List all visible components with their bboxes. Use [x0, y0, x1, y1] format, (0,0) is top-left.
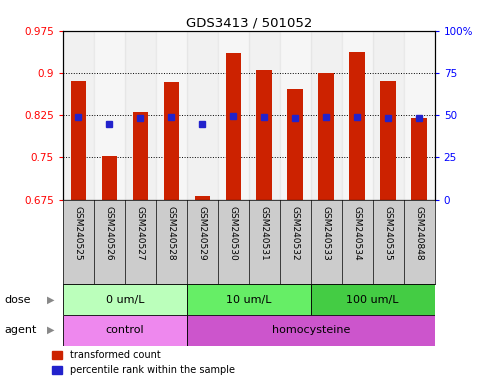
Text: GSM240535: GSM240535 — [384, 207, 393, 261]
Bar — [381, 81, 396, 200]
Text: 0 um/L: 0 um/L — [105, 295, 144, 305]
Bar — [249, 31, 280, 200]
Text: GSM240529: GSM240529 — [198, 207, 207, 261]
Text: homocysteine: homocysteine — [271, 325, 350, 335]
Text: 10 um/L: 10 um/L — [226, 295, 271, 305]
Bar — [101, 156, 117, 200]
Bar — [63, 315, 187, 346]
Text: 100 um/L: 100 um/L — [346, 295, 399, 305]
Text: GSM240534: GSM240534 — [353, 207, 362, 261]
Text: GSM240528: GSM240528 — [167, 207, 176, 261]
Text: ▶: ▶ — [47, 295, 55, 305]
Bar — [63, 284, 187, 315]
Bar — [164, 82, 179, 200]
Title: GDS3413 / 501052: GDS3413 / 501052 — [185, 17, 312, 30]
Bar — [412, 118, 427, 200]
Bar — [256, 70, 272, 200]
Bar — [218, 31, 249, 200]
Text: dose: dose — [5, 295, 31, 305]
Bar — [195, 196, 210, 200]
Text: GSM240526: GSM240526 — [105, 207, 114, 261]
Text: GSM240527: GSM240527 — [136, 207, 145, 261]
Text: control: control — [105, 325, 144, 335]
Bar — [125, 31, 156, 200]
Bar — [132, 113, 148, 200]
Bar — [63, 31, 94, 200]
Text: ▶: ▶ — [47, 325, 55, 335]
Bar — [318, 73, 334, 200]
Bar — [94, 31, 125, 200]
Bar — [156, 31, 187, 200]
Text: GSM240530: GSM240530 — [229, 207, 238, 261]
Bar — [287, 89, 303, 200]
Bar — [71, 81, 86, 200]
Bar — [187, 284, 311, 315]
Bar — [280, 31, 311, 200]
Text: GSM240533: GSM240533 — [322, 207, 331, 261]
Bar — [311, 31, 342, 200]
Text: GSM240531: GSM240531 — [260, 207, 269, 261]
Bar — [350, 51, 365, 200]
Bar — [404, 31, 435, 200]
Text: GSM240525: GSM240525 — [74, 207, 83, 261]
Bar — [342, 31, 373, 200]
Text: GSM240532: GSM240532 — [291, 207, 300, 261]
Bar — [311, 284, 435, 315]
Bar — [187, 315, 435, 346]
Text: agent: agent — [5, 325, 37, 335]
Text: GSM240848: GSM240848 — [415, 207, 424, 261]
Bar — [373, 31, 404, 200]
Bar — [187, 31, 218, 200]
Legend: transformed count, percentile rank within the sample: transformed count, percentile rank withi… — [48, 346, 239, 379]
Bar — [226, 53, 241, 200]
